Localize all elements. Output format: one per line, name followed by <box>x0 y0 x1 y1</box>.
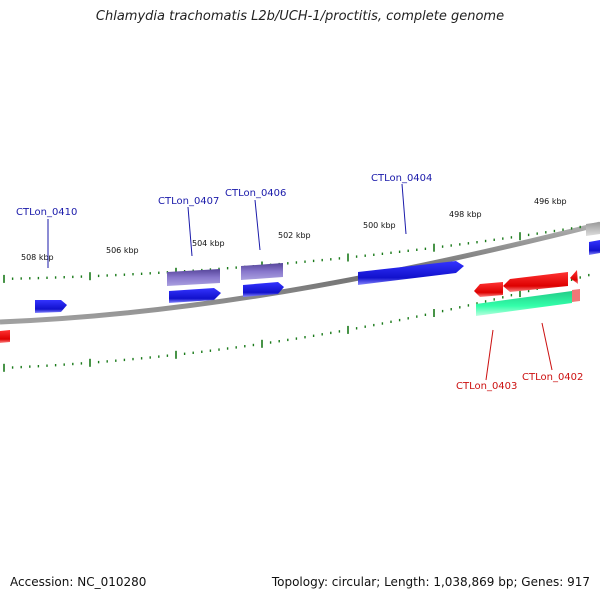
genome-title: Chlamydia trachomatis L2b/UCH-1/proctiti… <box>95 9 505 24</box>
gene-label-ctlon-0407[interactable]: CTLon_0407 <box>158 196 219 207</box>
gene-label-ctlon-0402[interactable]: CTLon_0402 <box>522 372 583 383</box>
gene-ctlon-0407[interactable] <box>169 288 221 303</box>
gene-label-ctlon-0406[interactable]: CTLon_0406 <box>225 188 286 199</box>
gene-ctlon-0402-a[interactable] <box>503 272 568 292</box>
leader-ctlon-0406 <box>254 199 261 251</box>
gene-edge-grey[interactable] <box>586 222 600 236</box>
gene-ctlon-0403-a[interactable] <box>474 282 503 297</box>
scale-label-498: 498 kbp <box>449 210 482 219</box>
leader-ctlon-0404 <box>401 183 407 235</box>
gene-ctlon-0407-alt[interactable] <box>167 269 220 286</box>
scale-label-500: 500 kbp <box>363 221 396 230</box>
gene-ctlon-0406[interactable] <box>243 282 284 297</box>
gene-ctlon-0406-alt[interactable] <box>241 263 283 280</box>
scale-label-504: 504 kbp <box>192 239 225 248</box>
forward-tick-track <box>3 224 590 283</box>
gene-edge-blue[interactable] <box>589 240 600 255</box>
genome-summary: Topology: circular; Length: 1,038,869 bp… <box>271 575 590 589</box>
gene-ctlon-0404[interactable] <box>358 261 464 285</box>
gene-rna[interactable] <box>476 291 572 316</box>
gene-left-edge-red[interactable] <box>0 330 10 343</box>
scale-label-508: 508 kbp <box>21 253 54 262</box>
gene-pink-small[interactable] <box>572 289 580 302</box>
gene-ctlon-0402-b[interactable] <box>570 270 578 284</box>
scale-label-502: 502 kbp <box>278 231 311 240</box>
accession-label: Accession: NC_010280 <box>10 575 147 589</box>
gene-label-ctlon-0403[interactable]: CTLon_0403 <box>456 381 517 392</box>
gene-ctlon-0410[interactable] <box>35 300 67 313</box>
genome-backbone <box>0 221 600 325</box>
leader-ctlon-0402 <box>541 322 553 371</box>
leader-ctlon-0407 <box>187 206 193 257</box>
gene-label-ctlon-0410[interactable]: CTLon_0410 <box>16 207 77 218</box>
scale-label-506: 506 kbp <box>106 246 139 255</box>
gene-label-ctlon-0404[interactable]: CTLon_0404 <box>371 173 432 184</box>
scale-label-496: 496 kbp <box>534 197 567 206</box>
leader-ctlon-0403 <box>485 329 494 381</box>
